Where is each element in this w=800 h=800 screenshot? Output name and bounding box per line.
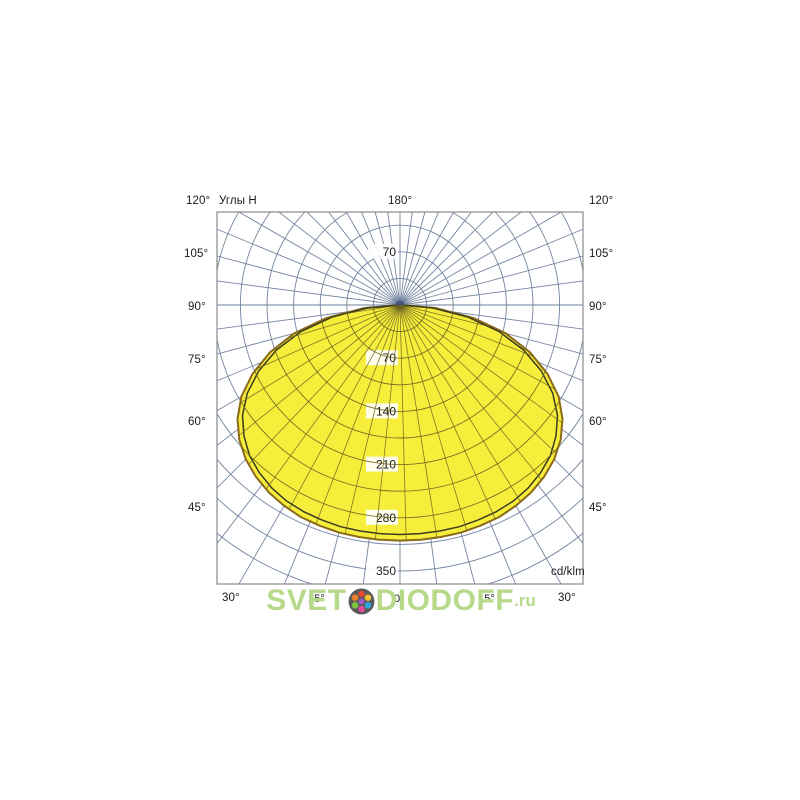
angle-label-left-60: 60° xyxy=(188,416,206,428)
svg-text:280: 280 xyxy=(376,511,396,525)
angle-label-left-75: 75° xyxy=(188,354,206,366)
angle-label-left-90: 90° xyxy=(188,301,206,313)
svg-text:140: 140 xyxy=(376,404,396,418)
angle-label-bottom-0: 0° xyxy=(394,593,405,605)
svg-text:350: 350 xyxy=(376,564,396,578)
angle-label-top-center: 180° xyxy=(388,195,413,207)
angle-label-left-105: 105° xyxy=(184,248,209,260)
angle-label-right-60: 60° xyxy=(589,416,607,428)
angle-label-right-105: 105° xyxy=(589,248,614,260)
angle-label-bottom-30-right: 30° xyxy=(558,592,576,604)
angle-label-bottom-15-right: 15° xyxy=(478,593,495,605)
angle-label-right-75: 75° xyxy=(589,354,607,366)
angle-label-right-90: 90° xyxy=(589,301,607,313)
unit-label: cd/klm xyxy=(551,566,585,578)
angle-label-top-right: 120° xyxy=(589,195,614,207)
axis-header: Углы Н xyxy=(219,195,257,207)
angle-label-left-45: 45° xyxy=(188,502,206,514)
angle-label-bottom-30-left: 30° xyxy=(222,592,240,604)
svg-text:70: 70 xyxy=(383,245,397,259)
angle-label-bottom-15-left: 15° xyxy=(308,593,325,605)
angle-label-top-left: 120° xyxy=(186,195,211,207)
angle-label-right-45: 45° xyxy=(589,502,607,514)
svg-text:210: 210 xyxy=(376,458,396,472)
